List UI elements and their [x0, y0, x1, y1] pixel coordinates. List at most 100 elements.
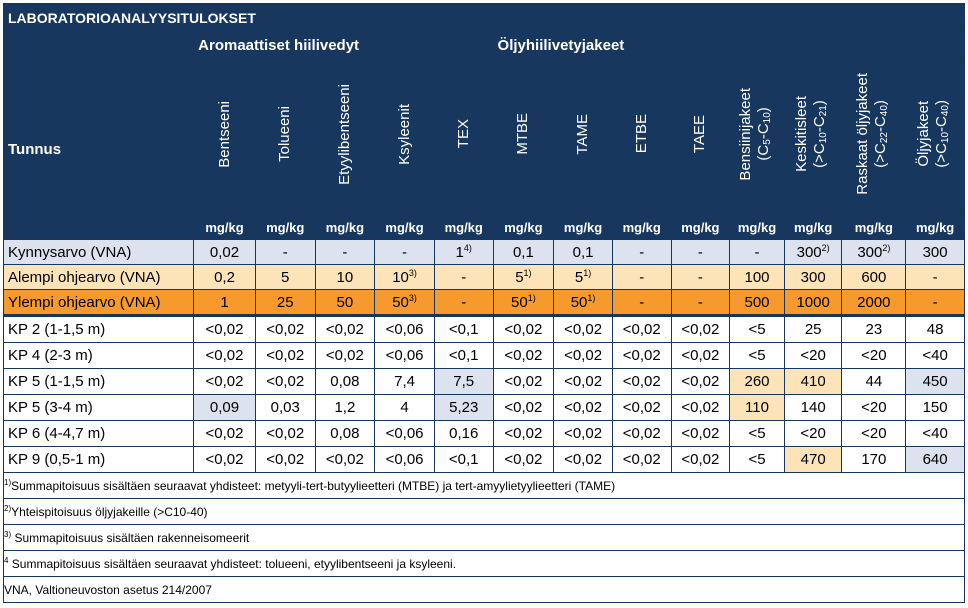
cell-value: 150	[922, 399, 948, 416]
value-cell: -	[433, 289, 494, 316]
table-row: KP 4 (2-3 m) <0,02 <0,02 <0,02 <0,06 <0,1 <0,0…	[2, 342, 965, 369]
unit-cell: mg/kg	[611, 214, 672, 240]
value-cell: 3002)	[841, 239, 907, 265]
value-cell: <0,02	[492, 342, 555, 369]
value-cell: <0,02	[670, 368, 731, 395]
cell-value: 1	[455, 244, 464, 261]
footnote-text: 4 Summapitoisuus sisältäen seuraavat yhd…	[3, 550, 965, 577]
col-header-taee: TAEE	[670, 58, 731, 215]
cell-value: 100	[744, 268, 770, 286]
unit-cell: mg/kg	[314, 214, 376, 240]
cell-value: <20	[800, 347, 826, 364]
value-cell: <5	[729, 446, 785, 473]
value-cell: <0,06	[374, 314, 435, 343]
cell-value: 5,23	[449, 399, 479, 416]
col-header-raskaat-oljyjakeet: Raskaat öljyjakeet (>C22-C40)	[841, 58, 907, 215]
footnote-mark: 1)	[4, 478, 12, 487]
cell-value: <0,02	[266, 451, 305, 468]
footnote-mark: 1)	[527, 293, 536, 303]
table-row: KP 9 (0,5-1 m) <0,02 <0,02 <0,02 <0,06 <0,1 <0…	[2, 446, 965, 473]
value-cell: 410	[783, 368, 843, 395]
sample-id: KP 9 (0,5-1 m)	[2, 446, 195, 473]
cell-value: 300	[800, 268, 826, 286]
value-cell: <0,02	[670, 314, 731, 343]
value-cell: -	[729, 239, 785, 265]
value-cell: 4	[374, 394, 435, 421]
cell-value: <0,02	[325, 321, 364, 338]
cell-value: 450	[922, 373, 948, 390]
value-cell: <0,02	[492, 368, 555, 395]
cell-value: <20	[861, 425, 887, 442]
cell-value: <0,02	[266, 347, 305, 364]
table-row: KP 6 (4-4,7 m) <0,02 <0,02 0,08 <0,06 0,16 <0,…	[2, 420, 965, 447]
value-cell: 0,16	[433, 420, 494, 447]
cell-value: 0,08	[330, 373, 360, 390]
value-cell: 50	[314, 289, 376, 316]
cell-value: 25	[276, 293, 294, 311]
value-cell: -	[670, 289, 731, 316]
cell-value: <20	[861, 347, 887, 364]
cell-value: <20	[861, 399, 887, 416]
cell-value: <0,02	[564, 425, 603, 442]
value-cell: <0,02	[553, 368, 613, 395]
value-cell: 7,5	[433, 368, 494, 395]
value-cell: <0,02	[611, 368, 672, 395]
cell-value: 170	[861, 451, 887, 468]
value-cell: <20	[841, 420, 907, 447]
footnotes: 1) Summapitoisuus sisältäen seuraavat yhd…	[3, 472, 965, 603]
unit-cell: mg/kg	[433, 214, 494, 240]
cell-value: 300	[922, 243, 948, 261]
cell-value: <0,06	[385, 347, 424, 364]
cell-value: 0,2	[214, 268, 235, 286]
cell-value: 0,02	[209, 243, 240, 261]
value-cell: <0,02	[611, 342, 672, 369]
cell-value: <5	[748, 321, 766, 338]
value-cell: <0,02	[314, 342, 376, 369]
cell-value: <0,02	[266, 321, 305, 338]
cell-value: 50	[511, 294, 528, 311]
value-cell: 3002)	[783, 239, 843, 265]
footnote-text: 3) Summapitoisuus sisältäen rakenneisome…	[3, 524, 965, 551]
cell-value: <0,1	[448, 347, 479, 364]
cell-value: -	[461, 268, 467, 286]
cell-value: -	[639, 243, 645, 261]
unit-cell: mg/kg	[670, 214, 731, 240]
cell-value: <0,02	[205, 373, 244, 390]
reference-label: Alempi ohjearvo (VNA)	[2, 264, 195, 290]
value-cell: <40	[905, 342, 965, 369]
value-cell: 0,02	[193, 239, 256, 265]
footnote-body: Summapitoisuus sisältäen seuraavat yhdis…	[8, 557, 457, 571]
cell-value: 10	[392, 269, 409, 286]
reference-row: Ylempi ohjearvo (VNA) 1 25 50 503) -501) 501) -…	[2, 289, 965, 316]
cell-value: <0,02	[325, 451, 364, 468]
cell-value: <0,06	[385, 425, 424, 442]
value-cell: <0,1	[433, 446, 494, 473]
value-cell: <0,02	[670, 446, 731, 473]
value-cell: 5	[254, 264, 316, 290]
value-cell: 501)	[492, 289, 555, 316]
cell-value: 0,1	[512, 243, 534, 261]
cell-value: <0,02	[622, 425, 661, 442]
value-cell: <20	[783, 342, 843, 369]
cell-value: 50	[336, 293, 354, 311]
footnote-text: VNA, Valtioneuvoston asetus 214/2007	[3, 576, 965, 603]
value-cell: 503)	[374, 289, 435, 316]
value-cell: <0,02	[254, 368, 316, 395]
cell-value: 0,1	[572, 243, 594, 261]
value-cell: <0,02	[492, 420, 555, 447]
cell-value: <0,02	[564, 347, 603, 364]
value-cell: -	[611, 264, 672, 290]
group-aromatic: Aromaattiset hiilivedyt	[193, 31, 494, 59]
sample-id: KP 5 (1-1,5 m)	[2, 368, 195, 395]
value-cell: 1000	[783, 289, 843, 316]
value-cell: <0,06	[374, 446, 435, 473]
unit-cell: mg/kg	[492, 214, 555, 240]
footnote-mark: 3)	[408, 268, 417, 278]
value-cell: -	[670, 239, 731, 265]
value-cell: 640	[905, 446, 965, 473]
sample-id: KP 5 (3-4 m)	[2, 394, 195, 421]
reference-label: Ylempi ohjearvo (VNA)	[2, 289, 195, 316]
value-cell: <0,02	[193, 368, 256, 395]
value-cell: 44	[841, 368, 907, 395]
value-cell: <40	[905, 420, 965, 447]
